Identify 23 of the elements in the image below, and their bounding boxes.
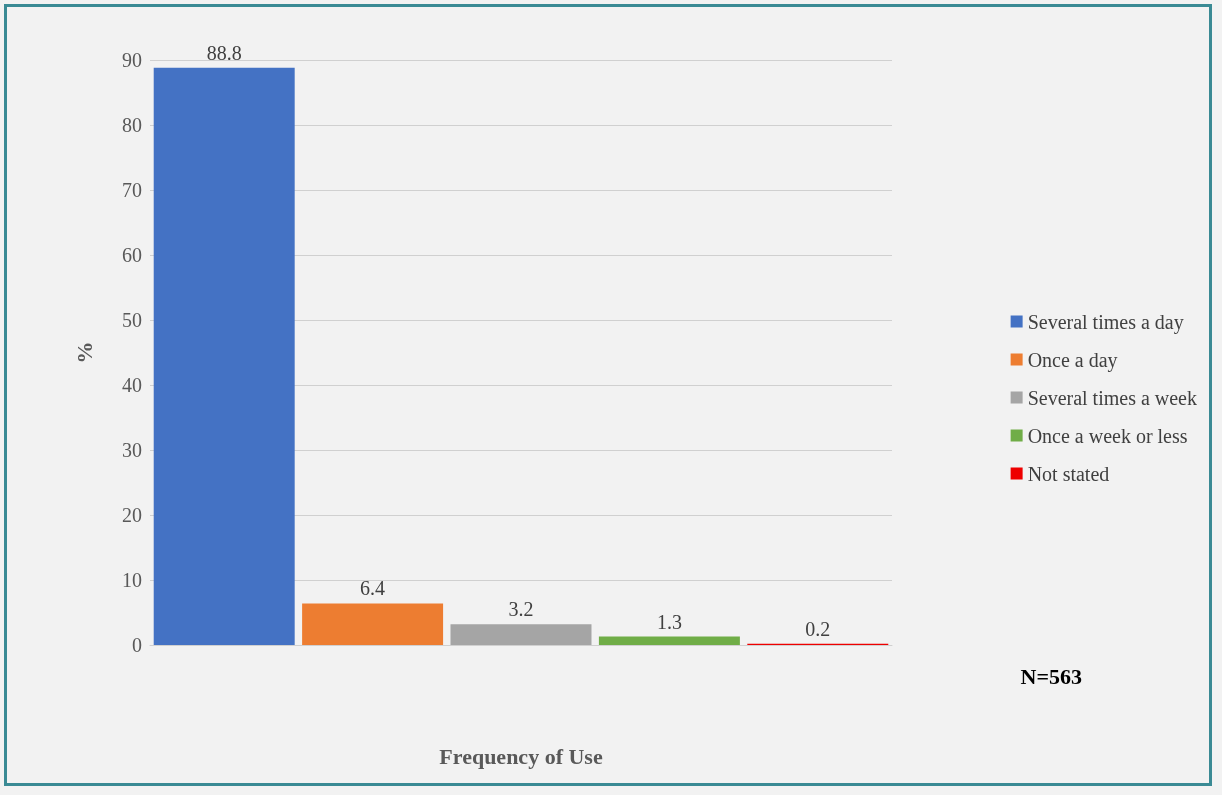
- y-axis-title: %: [71, 341, 97, 364]
- y-tick-label: 70: [122, 179, 142, 201]
- y-tick-label: 30: [122, 439, 142, 461]
- data-label: 1.3: [656, 610, 682, 633]
- y-tick-label: 60: [122, 244, 142, 266]
- y-tick-label: 0: [132, 634, 142, 656]
- y-tick-label: 90: [122, 49, 142, 71]
- data-label: 6.4: [360, 577, 386, 600]
- text: N=563: [1020, 663, 1083, 689]
- y-tick-label: 40: [122, 374, 142, 396]
- x-axis-title: Frequency of Use: [439, 743, 603, 769]
- legend-label: Once a week or less: [1027, 424, 1188, 447]
- y-tick-label: 80: [122, 114, 142, 136]
- legend-label: Several times a week: [1027, 386, 1197, 409]
- legend-label: Once a day: [1027, 348, 1118, 372]
- y-tick-label: 10: [122, 569, 142, 591]
- legend-label: Not stated: [1027, 462, 1110, 485]
- data-label: 88.8: [206, 41, 242, 64]
- y-tick-label: 20: [122, 504, 142, 526]
- legend-label: Several times a day: [1027, 310, 1184, 334]
- y-tick-label: 50: [122, 309, 142, 331]
- data-label: 0.2: [805, 617, 831, 640]
- data-label: 3.2: [508, 598, 534, 621]
